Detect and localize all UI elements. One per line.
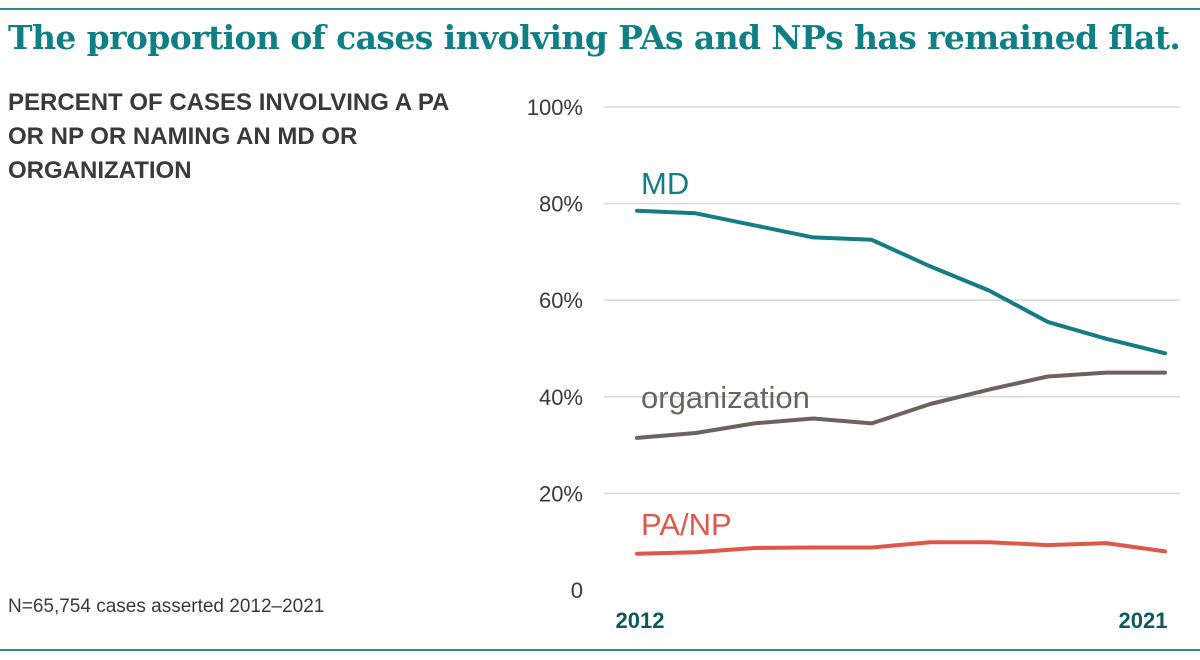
top-rule [0,8,1200,10]
series-line-pa-np [635,540,1167,556]
series-label-organization: organization [641,380,810,415]
x-tick-label: 2021 [1119,608,1168,633]
chart-title: The proportion of cases involving PAs an… [8,18,1181,57]
series-line-md [635,208,1167,356]
y-tick-label: 100% [527,95,583,120]
series-label-md: MD [641,166,689,201]
series-label-pa-np: PA/NP [641,507,732,542]
chart-subtitle: PERCENT OF CASES INVOLVING A PA OR NP OR… [8,89,449,184]
y-tick-label: 80% [539,192,583,217]
sample-size-note: N=65,754 cases asserted 2012–2021 [8,596,325,617]
series-line-organization [635,370,1167,440]
y-tick-label: 0 [571,578,583,603]
bottom-rule [0,649,1200,651]
x-tick-label: 2012 [616,608,665,633]
y-tick-label: 20% [539,481,583,506]
y-tick-label: 40% [539,385,583,410]
y-tick-label: 60% [539,288,583,313]
